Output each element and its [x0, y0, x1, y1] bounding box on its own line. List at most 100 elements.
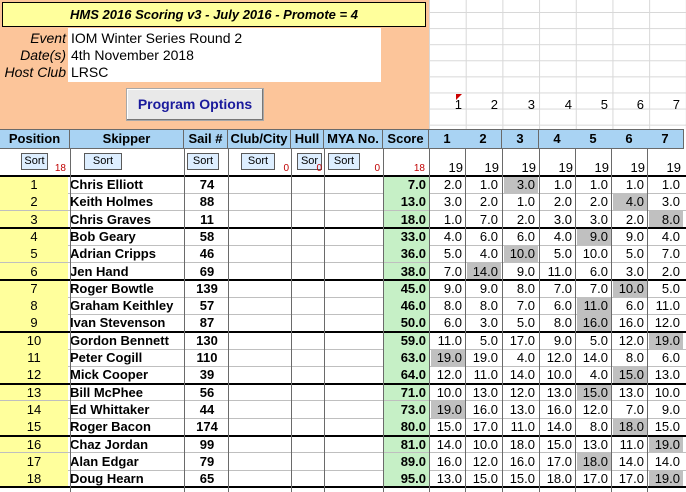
race-cell[interactable]: 11.0 — [547, 263, 572, 279]
discard-race-cell[interactable]: 16.0 — [577, 314, 611, 332]
race-cell[interactable]: 3.0 — [625, 263, 644, 279]
col-header-hull[interactable]: Hull — [291, 129, 324, 149]
race-cell[interactable]: 11.0 — [510, 419, 535, 435]
race-cell[interactable]: 3.0 — [589, 211, 608, 227]
race-cell[interactable]: 12.0 — [546, 350, 572, 365]
race-cell[interactable]: 1.0 — [443, 211, 462, 227]
race-cell[interactable]: 13.0 — [582, 436, 608, 452]
race-cell[interactable]: 5.0 — [479, 332, 498, 348]
race-cell[interactable]: 11.0 — [473, 367, 498, 383]
skipper-cell[interactable]: Doug Hearn — [70, 471, 144, 487]
race-cell[interactable]: 17.0 — [472, 419, 498, 435]
skipper-cell[interactable]: Bill McPhee — [70, 384, 143, 400]
race-cell[interactable]: 16.0 — [472, 401, 498, 417]
race-cell[interactable]: 5.0 — [443, 246, 462, 262]
discard-race-cell[interactable]: 9.0 — [577, 227, 611, 245]
discard-race-cell[interactable]: 4.0 — [613, 193, 647, 211]
race-cell[interactable]: 2.0 — [661, 263, 680, 279]
race-cell[interactable]: 14.0 — [509, 367, 535, 383]
skipper-cell[interactable]: Gordon Bennett — [70, 332, 169, 348]
table-row[interactable]: 14 Ed Whittaker 44 73.0 19.0 16.0 13.0 16.0 12.0… — [0, 400, 686, 418]
race-cell[interactable]: 1.0 — [553, 177, 572, 192]
table-row[interactable]: 16 Chaz Jordan 99 81.0 14.0 10.0 18.0 15.0 13.0 1… — [0, 435, 686, 453]
sort-sail-button[interactable]: Sort — [187, 153, 219, 170]
skipper-cell[interactable]: Roger Bowtle — [70, 280, 154, 296]
discard-race-cell[interactable]: 8.0 — [649, 210, 683, 228]
race-cell[interactable]: 9.0 — [479, 280, 498, 296]
race-cell[interactable]: 5.0 — [625, 246, 644, 262]
race-cell[interactable]: 2.0 — [553, 194, 572, 210]
race-cell[interactable]: 7.0 — [625, 401, 644, 417]
race-cell[interactable]: 12.0 — [472, 453, 498, 469]
race-cell[interactable]: 4.0 — [479, 246, 498, 262]
race-cell[interactable]: 14.0 — [436, 436, 462, 452]
col-header-race-1[interactable]: 1 — [429, 129, 466, 149]
race-cell[interactable]: 10.0 — [546, 367, 572, 383]
skipper-cell[interactable]: Mick Cooper — [70, 367, 149, 383]
race-cell[interactable]: 7.0 — [553, 280, 572, 296]
race-cell[interactable]: 19.0 — [472, 350, 498, 365]
race-cell[interactable]: 8.0 — [553, 315, 572, 331]
race-cell[interactable]: 2.0 — [589, 194, 608, 210]
race-cell[interactable]: 8.0 — [589, 419, 608, 435]
col-header-mya[interactable]: MYA No. — [324, 129, 383, 149]
col-header-club[interactable]: Club/City — [228, 129, 291, 149]
race-cell[interactable]: 13.0 — [546, 384, 572, 400]
race-cell[interactable]: 1.0 — [479, 177, 498, 192]
table-row[interactable]: 17 Alan Edgar 79 89.0 16.0 12.0 16.0 17.0 18.0 14… — [0, 452, 686, 470]
discard-race-cell[interactable]: 14.0 — [467, 262, 501, 280]
race-cell[interactable]: 16.0 — [546, 401, 572, 417]
race-cell[interactable]: 14.0 — [582, 350, 608, 365]
table-row[interactable]: 15 Roger Bacon 174 80.0 15.0 17.0 11.0 14.0 8.0 1… — [0, 418, 686, 436]
race-cell[interactable]: 10.0 — [436, 384, 462, 400]
race-cell[interactable]: 4.0 — [443, 228, 462, 244]
race-cell[interactable]: 3.0 — [661, 194, 680, 210]
race-cell[interactable]: 6.0 — [625, 298, 644, 314]
race-cell[interactable]: 4.0 — [589, 367, 608, 383]
race-cell[interactable]: 4.0 — [553, 228, 572, 244]
program-options-button[interactable]: Program Options — [126, 88, 264, 121]
race-cell[interactable]: 9.0 — [516, 263, 535, 279]
race-cell[interactable]: 8.0 — [479, 298, 498, 314]
race-cell[interactable]: 14.0 — [654, 453, 680, 469]
race-cell[interactable]: 7.0 — [443, 263, 462, 279]
table-row[interactable]: 5 Adrian Cripps 46 36.0 5.0 4.0 10.0 5.0 10.0 5.0… — [0, 245, 686, 263]
race-cell[interactable]: 13.0 — [472, 384, 498, 400]
race-cell[interactable]: 2.0 — [443, 177, 462, 192]
race-cell[interactable]: 15.0 — [509, 471, 535, 487]
race-cell[interactable]: 11.0 — [619, 436, 644, 452]
race-cell[interactable]: 13.0 — [654, 367, 680, 383]
race-cell[interactable]: 16.0 — [436, 453, 462, 469]
race-cell[interactable]: 17.0 — [582, 471, 608, 487]
sort-position-button[interactable]: Sort — [21, 153, 48, 170]
col-header-score[interactable]: Score — [383, 129, 429, 149]
col-header-skipper[interactable]: Skipper — [70, 129, 184, 149]
race-cell[interactable]: 1.0 — [589, 177, 608, 192]
race-cell[interactable]: 9.0 — [625, 228, 644, 244]
skipper-cell[interactable]: Chris Elliott — [70, 177, 143, 192]
race-cell[interactable]: 2.0 — [479, 194, 498, 210]
discard-race-cell[interactable]: 19.0 — [431, 400, 465, 418]
race-cell[interactable]: 12.0 — [509, 384, 535, 400]
skipper-cell[interactable]: Bob Geary — [70, 228, 136, 244]
race-cell[interactable]: 13.0 — [436, 471, 462, 487]
race-cell[interactable]: 15.0 — [436, 419, 462, 435]
race-cell[interactable]: 6.0 — [553, 298, 572, 314]
discard-race-cell[interactable]: 18.0 — [613, 418, 647, 436]
race-cell[interactable]: 7.0 — [661, 246, 680, 262]
race-cell[interactable]: 18.0 — [546, 471, 572, 487]
race-cell[interactable]: 14.0 — [546, 419, 572, 435]
discard-race-cell[interactable]: 19.0 — [649, 435, 683, 453]
race-cell[interactable]: 9.0 — [553, 332, 572, 348]
race-cell[interactable]: 6.0 — [661, 350, 680, 365]
race-cell[interactable]: 15.0 — [654, 419, 680, 435]
race-cell[interactable]: 7.0 — [589, 280, 608, 296]
race-cell[interactable]: 5.0 — [553, 246, 572, 262]
discard-race-cell[interactable]: 19.0 — [649, 470, 683, 488]
table-row[interactable]: 10 Gordon Bennett 130 59.0 11.0 5.0 17.0 9.0 5.0… — [0, 331, 686, 349]
race-cell[interactable]: 14.0 — [618, 453, 644, 469]
race-cell[interactable]: 7.0 — [516, 298, 535, 314]
col-header-sail[interactable]: Sail # — [184, 129, 228, 149]
skipper-cell[interactable]: Graham Keithley — [70, 298, 174, 314]
discard-race-cell[interactable]: 19.0 — [649, 331, 683, 349]
